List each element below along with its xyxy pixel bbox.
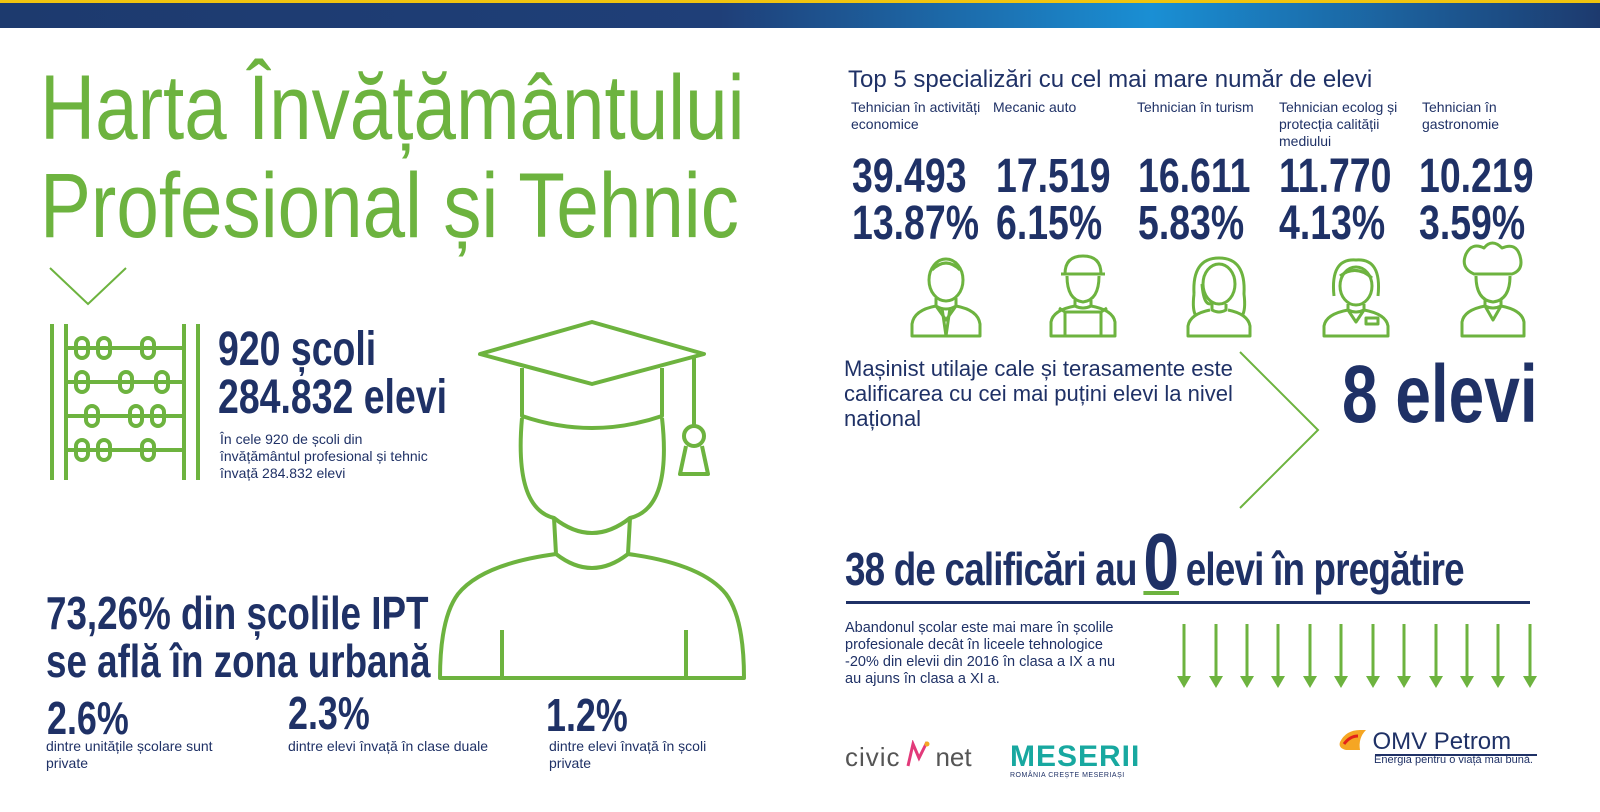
dropout-text: Abandonul școlar este mai mare în școlil…: [845, 620, 1116, 687]
spec-percent-3: 5.83%: [1138, 197, 1245, 250]
urban-line1: 73,26% din școlile IPT: [46, 587, 429, 639]
spec-count-5: 10.219: [1419, 150, 1534, 203]
meserii-logo: MESERII ROMÂNIA CREȘTE MESERIAȘI: [1010, 740, 1141, 780]
civicnet-logo: civic net: [845, 739, 972, 774]
spec-count-2: 17.519: [996, 150, 1111, 203]
omv-logo: OMV Petrom Energia pentru o viață mai bu…: [1338, 728, 1533, 766]
spec-label-5: Tehnician în gastronomie: [1422, 99, 1500, 132]
spec-label-3: Tehnician în turism: [1137, 99, 1254, 115]
woman-badge-icon: [1322, 258, 1390, 338]
headset-woman-icon: [1186, 256, 1252, 338]
spec-percent-4: 4.13%: [1279, 197, 1386, 250]
top5-heading: Top 5 specializări cu cel mai mare număr…: [848, 66, 1373, 93]
schools-count: 920 școli: [218, 323, 377, 376]
mechanic-icon: [1049, 254, 1117, 338]
meserii-tagline: ROMÂNIA CREȘTE MESERIAȘI: [1010, 772, 1125, 779]
spec-label-2: Mecanic auto: [993, 99, 1077, 115]
zero-after: elevi în pregătire: [1185, 543, 1465, 595]
down-arrows: [1176, 622, 1540, 690]
fewest-text: Mașinist utilaje cale și terasamente est…: [844, 356, 1233, 431]
divider: [846, 601, 1530, 604]
spec-percent-2: 6.15%: [996, 197, 1103, 250]
omv-tagline: Energia pentru o viață mai bună.: [1374, 754, 1533, 766]
page-title-line2: Profesional și Tehnic: [40, 155, 739, 257]
spec-count-3: 16.611: [1138, 150, 1251, 203]
stat-private-schools-label: dintre elevi învață în școli private: [549, 738, 707, 771]
civicnet-mark-icon: [906, 739, 930, 767]
stat-private-schools-value: 1.2%: [546, 689, 628, 741]
spec-label-4: Tehnician ecolog și protecția calității …: [1279, 99, 1398, 149]
spec-count-1: 39.493: [852, 150, 967, 203]
schools-description: În cele 920 de școli din învățământul pr…: [220, 431, 428, 481]
omv-text: OMV Petrom: [1372, 728, 1512, 755]
abacus-icon: [50, 324, 200, 480]
urban-line2: se află în zona urbană: [46, 635, 431, 687]
graduate-icon: [438, 320, 746, 680]
civic-text: civic: [845, 742, 901, 772]
net-text: net: [935, 742, 972, 772]
fewest-value: 8 elevi: [1342, 349, 1538, 440]
businessman-icon: [910, 257, 982, 338]
spec-label-1: Tehnician în activități economice: [851, 99, 981, 132]
stat-dual-label: dintre elevi învață în clase duale: [288, 738, 489, 754]
spec-percent-1: 13.87%: [852, 197, 979, 250]
zero-before: 38 de calificări au: [845, 543, 1137, 595]
students-count: 284.832 elevi: [218, 371, 448, 424]
page-title-line1: Harta Învățământului: [40, 57, 745, 159]
stat-private-units-value: 2.6%: [47, 692, 129, 744]
spec-percent-5: 3.59%: [1419, 197, 1526, 250]
chevron-down-icon: [49, 267, 127, 306]
stat-private-units-label: dintre unitățile școlare sunt private: [46, 738, 213, 771]
spec-count-4: 11.770: [1279, 150, 1392, 203]
zero-statement: 38 de calificări au 0 elevi în pregătire: [845, 512, 1465, 606]
meserii-text: MESERII: [1010, 740, 1141, 773]
zero-number: 0: [1143, 517, 1179, 606]
omv-underline: [1375, 754, 1537, 756]
chevron-right-icon: [1239, 351, 1320, 509]
chef-icon: [1460, 241, 1526, 338]
omv-drop-icon: [1339, 730, 1366, 750]
top-banner: [0, 0, 1600, 28]
stat-dual-value: 2.3%: [288, 687, 370, 739]
